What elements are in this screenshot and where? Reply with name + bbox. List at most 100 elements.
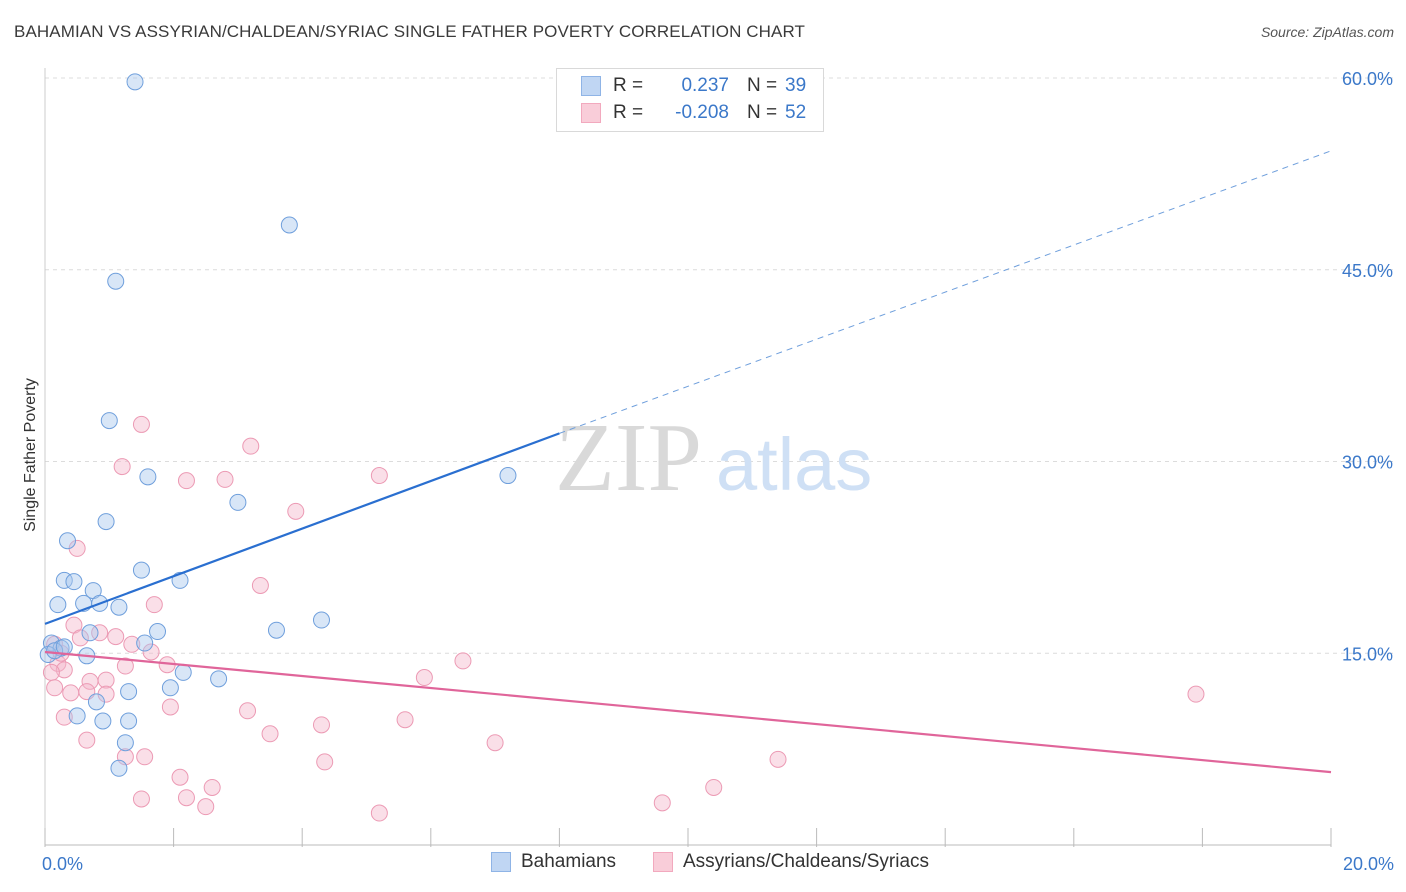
bahamians-point	[499, 467, 517, 485]
legend-n-value: 52	[785, 102, 807, 123]
bahamians-point	[81, 624, 99, 642]
bahamians-point	[110, 759, 128, 777]
assyrians-point	[653, 794, 671, 812]
legend-r-label: R =	[613, 102, 644, 123]
assyrians-point	[197, 798, 215, 816]
assyrians-point	[251, 576, 269, 594]
assyrians-point	[136, 748, 154, 766]
bahamians-point	[59, 532, 77, 550]
bahamians-point	[229, 493, 247, 511]
watermark: ZIP atlas	[555, 404, 872, 512]
assyrians-point	[370, 804, 388, 822]
series-legend: Bahamians Assyrians/Chaldeans/Syriacs	[0, 851, 1406, 877]
assyrians-point	[454, 652, 472, 670]
watermark-zip: ZIP	[555, 404, 702, 512]
trend-lines	[44, 150, 1332, 774]
legend-n-label: N =	[747, 102, 778, 123]
assyrians-point	[1187, 685, 1205, 703]
bahamians-point	[107, 272, 125, 290]
bahamians-point	[139, 468, 157, 486]
correlation-legend: R = 0.237 N = 39 R = -0.208 N = 52	[556, 68, 824, 132]
legend-swatch-assyrians	[653, 852, 673, 872]
legend-n-value: 39	[785, 75, 807, 96]
assyrians-point	[55, 661, 73, 679]
tick-labels: 15.0% 30.0% 45.0% 60.0% 0.0% 20.0%	[42, 69, 1394, 874]
watermark-atlas: atlas	[716, 423, 872, 506]
assyrians-point	[261, 725, 279, 743]
bahamians-point	[68, 707, 86, 725]
bahamians-point	[100, 412, 118, 430]
bahamians-point	[97, 513, 115, 531]
bahamians-point	[94, 712, 112, 730]
bahamians-point	[161, 679, 179, 697]
assyrians-point	[78, 731, 96, 749]
bahamians-point	[110, 598, 128, 616]
bahamians-point	[46, 642, 64, 660]
chart-title: BAHAMIAN VS ASSYRIAN/CHALDEAN/SYRIAC SIN…	[14, 22, 806, 41]
assyrians-point	[216, 470, 234, 488]
legend-r-label: R =	[613, 75, 644, 96]
bahamians-point	[126, 73, 144, 91]
series-bahamians-points	[39, 73, 517, 777]
bahamians-point	[132, 561, 150, 579]
assyrians-point	[316, 753, 334, 771]
y-tick-label: 60.0%	[1342, 69, 1393, 89]
grid-lines	[45, 77, 1394, 654]
bahamians-point	[210, 670, 228, 688]
assyrians-point	[142, 643, 160, 661]
bahamians-point	[136, 634, 154, 652]
assyrians-point	[370, 467, 388, 485]
assyrians-point	[46, 679, 64, 697]
assyrians-point	[145, 596, 163, 614]
legend-r-value: 0.237	[681, 75, 729, 96]
legend-label-bahamians: Bahamians	[521, 851, 617, 872]
assyrians-point	[396, 711, 414, 729]
bahamians-point	[267, 621, 285, 639]
assyrians-point	[107, 628, 125, 646]
assyrians-point	[132, 415, 150, 433]
legend-item-bahamians: Bahamians	[491, 851, 616, 873]
assyrians-point	[203, 778, 221, 796]
axes	[44, 68, 1332, 847]
series-assyrians-points	[42, 415, 1205, 822]
x-tick-label: 0.0%	[42, 854, 83, 874]
assyrians-point	[769, 750, 787, 768]
legend-row-bahamians: R = 0.237 N = 39	[581, 73, 806, 99]
y-axis-label: Single Father Poverty	[22, 378, 39, 532]
y-tick-label: 30.0%	[1342, 453, 1393, 473]
assyrians-point	[97, 671, 115, 689]
assyrians-point	[55, 708, 73, 726]
bahamians-trend-line	[44, 432, 560, 625]
legend-n-label: N =	[747, 75, 778, 96]
assyrians-point	[71, 629, 89, 647]
bahamians-point	[65, 573, 83, 591]
legend-swatch-bahamians	[581, 76, 601, 96]
bahamians-point	[312, 611, 330, 629]
legend-label-assyrians: Assyrians/Chaldeans/Syriacs	[683, 851, 930, 872]
legend-swatch-bahamians	[491, 852, 511, 872]
assyrians-point	[239, 702, 257, 720]
legend-r-value: -0.208	[675, 102, 729, 123]
legend-row-assyrians: R = -0.208 N = 52	[581, 100, 806, 126]
bahamians-point	[149, 623, 167, 641]
source-label: Source: ZipAtlas.com	[1260, 24, 1394, 40]
assyrians-point	[177, 789, 195, 807]
x-tick-label: 20.0%	[1343, 854, 1394, 874]
bahamians-point	[120, 712, 138, 730]
assyrians-point	[312, 716, 330, 734]
y-tick-label: 15.0%	[1342, 644, 1393, 664]
bahamians-trend-extension	[559, 150, 1332, 434]
assyrians-point	[123, 635, 141, 653]
legend-swatch-assyrians	[581, 103, 601, 123]
assyrians-point	[171, 768, 189, 786]
assyrians-point	[132, 790, 150, 808]
bahamians-point	[49, 596, 67, 614]
assyrians-point	[242, 437, 260, 455]
assyrians-point	[705, 778, 723, 796]
bahamians-point	[120, 683, 138, 701]
bahamians-point	[174, 663, 192, 681]
assyrians-point	[161, 698, 179, 716]
bahamians-point	[280, 216, 298, 234]
assyrians-point	[415, 669, 433, 687]
